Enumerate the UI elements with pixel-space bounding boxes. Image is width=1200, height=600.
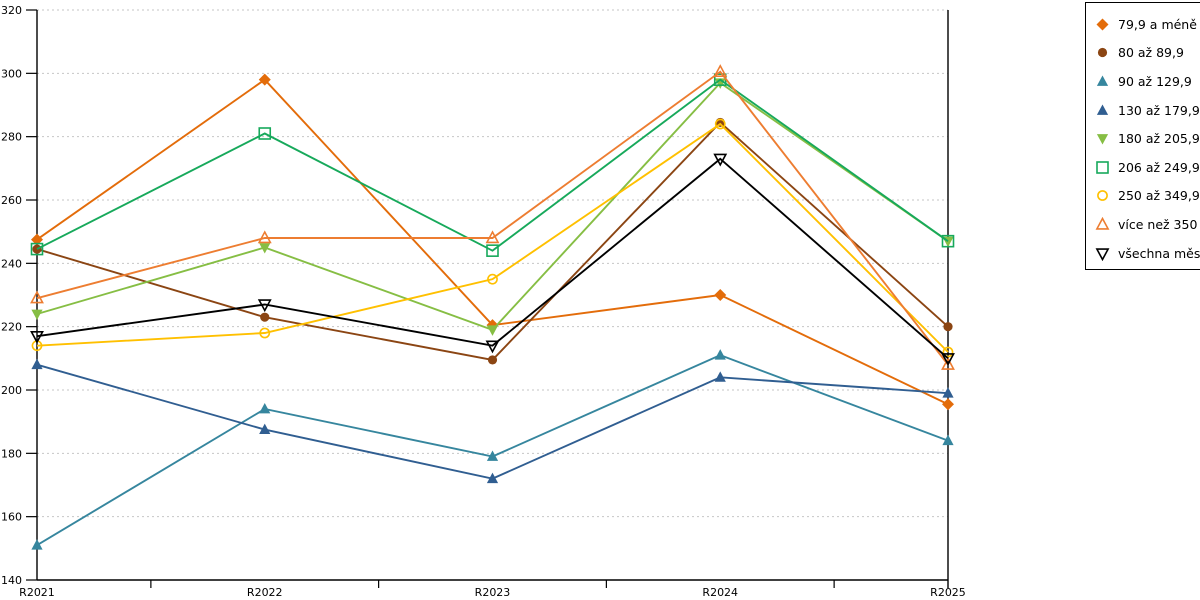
- circle-marker-icon: [487, 273, 498, 285]
- legend-label: více než 350: [1118, 216, 1198, 232]
- circle-marker-icon: [714, 118, 726, 130]
- y-tick-label: 300: [1, 67, 22, 80]
- legend-item: 80 až 89,9: [1095, 39, 1200, 68]
- legend-square-glyph-icon: [1096, 160, 1109, 174]
- triangle-up-marker-icon: [259, 423, 271, 434]
- series-line-6: [36, 122, 949, 353]
- triangle-up-marker-icon: [714, 371, 726, 382]
- legend-item: 250 až 349,9: [1095, 182, 1200, 211]
- triangle-up-marker-icon: [941, 356, 955, 370]
- circle-marker-icon: [487, 355, 498, 365]
- circle-marker-icon: [942, 346, 954, 358]
- diamond-marker-icon: [31, 233, 43, 246]
- series-line-5: [36, 78, 949, 252]
- legend-label: 250 až 349,9: [1118, 188, 1200, 204]
- legend-circle-glyph-icon: [1097, 190, 1108, 202]
- y-tick-label: 160: [1, 511, 22, 524]
- x-category-label: R2025: [930, 586, 966, 599]
- legend-label: všechna města: [1118, 245, 1200, 261]
- legend-triangle-down-glyph-icon: [1096, 134, 1109, 145]
- triangle-up-marker-icon: [942, 434, 954, 446]
- triangle-down-marker-icon: [30, 330, 44, 344]
- triangle-down-marker-icon: [486, 325, 499, 336]
- legend-item: 180 až 205,9: [1095, 124, 1200, 153]
- legend-triangle-down-icon: [1095, 247, 1110, 261]
- legend-triangle-up-icon: [1096, 75, 1109, 86]
- legend-circle-icon: [1097, 190, 1108, 202]
- triangle-up-marker-icon: [259, 403, 271, 414]
- triangle-up-marker-icon: [942, 387, 954, 398]
- legend-triangle-up-glyph-icon: [1096, 104, 1109, 115]
- legend-label: 206 až 249,9: [1118, 159, 1200, 175]
- x-category-label: R2024: [702, 586, 738, 599]
- legend-circle-glyph-icon: [1097, 48, 1108, 58]
- legend-circle-icon: [1097, 48, 1108, 58]
- y-tick-label: 240: [1, 257, 22, 270]
- triangle-down-marker-icon: [259, 243, 271, 254]
- triangle-up-marker-icon: [485, 230, 500, 244]
- y-tick-label: 320: [1, 4, 22, 17]
- series-line-4: [36, 81, 949, 331]
- legend-item: více než 350: [1095, 210, 1200, 239]
- legend-triangle-up-glyph-icon: [1095, 216, 1110, 230]
- square-marker-icon: [30, 242, 44, 256]
- x-category-label: R2022: [247, 586, 283, 599]
- legend-triangle-up-glyph-icon: [1096, 75, 1109, 86]
- legend-square-icon: [1096, 160, 1109, 174]
- triangle-down-marker-icon: [941, 353, 955, 367]
- triangle-up-marker-icon: [714, 349, 726, 360]
- triangle-up-marker-icon: [486, 450, 499, 461]
- triangle-up-marker-icon: [257, 230, 272, 244]
- series-line-8: [36, 157, 949, 360]
- x-category-label: R2021: [19, 586, 55, 599]
- triangle-up-marker-icon: [713, 64, 728, 77]
- legend-item: 90 až 129,9: [1095, 67, 1200, 96]
- y-tick-label: 180: [1, 447, 22, 460]
- circle-marker-icon: [943, 322, 953, 332]
- triangle-down-marker-icon: [713, 153, 728, 167]
- triangle-up-marker-icon: [486, 472, 499, 484]
- y-tick-label: 260: [1, 194, 22, 207]
- legend-label: 80 až 89,9: [1118, 45, 1184, 61]
- triangle-up-marker-icon: [31, 539, 43, 550]
- legend-item: všechna města: [1095, 239, 1200, 268]
- diamond-marker-icon: [714, 289, 727, 301]
- y-tick-label: 140: [1, 574, 22, 587]
- triangle-up-marker-icon: [30, 290, 44, 304]
- y-tick-label: 220: [1, 321, 22, 334]
- series-line-7: [36, 70, 949, 366]
- triangle-down-marker-icon: [257, 299, 272, 313]
- triangle-down-marker-icon: [31, 309, 43, 320]
- square-marker-icon: [258, 127, 272, 140]
- triangle-down-marker-icon: [485, 340, 500, 354]
- legend-triangle-down-icon: [1096, 134, 1109, 145]
- plot-area: 140 160 180 200 220 240 260 280 300 320 R2021 R2022…: [1, 4, 966, 599]
- y-tick-label: 200: [1, 384, 22, 397]
- diamond-marker-icon: [258, 73, 271, 86]
- legend-triangle-down-glyph-icon: [1095, 247, 1110, 261]
- diamond-marker-icon: [942, 398, 954, 411]
- legend-item: 130 až 179,9: [1095, 96, 1200, 125]
- y-tick-label: 280: [1, 131, 22, 144]
- circle-marker-icon: [259, 327, 271, 339]
- chart-legend: 79,9 a méně 80 až 89,9 90 až 129,9 130 až 1…: [1085, 2, 1200, 270]
- legend-diamond-glyph-icon: [1096, 18, 1109, 31]
- square-marker-icon: [486, 244, 499, 257]
- legend-item: 79,9 a méně: [1095, 10, 1200, 39]
- series-line-3: [36, 363, 949, 480]
- square-marker-icon: [941, 234, 955, 248]
- legend-label: 90 až 129,9: [1118, 73, 1192, 89]
- x-category-label: R2023: [475, 586, 511, 599]
- circle-marker-icon: [260, 312, 270, 322]
- triangle-up-marker-icon: [31, 358, 43, 370]
- legend-label: 130 až 179,9: [1118, 102, 1200, 118]
- legend-label: 180 až 205,9: [1118, 131, 1200, 147]
- legend-diamond-icon: [1096, 18, 1109, 31]
- legend-item: 206 až 249,9: [1095, 153, 1200, 182]
- legend-label: 79,9 a méně: [1118, 16, 1197, 32]
- legend-triangle-up-icon: [1095, 216, 1110, 230]
- legend-triangle-up-icon: [1096, 104, 1109, 115]
